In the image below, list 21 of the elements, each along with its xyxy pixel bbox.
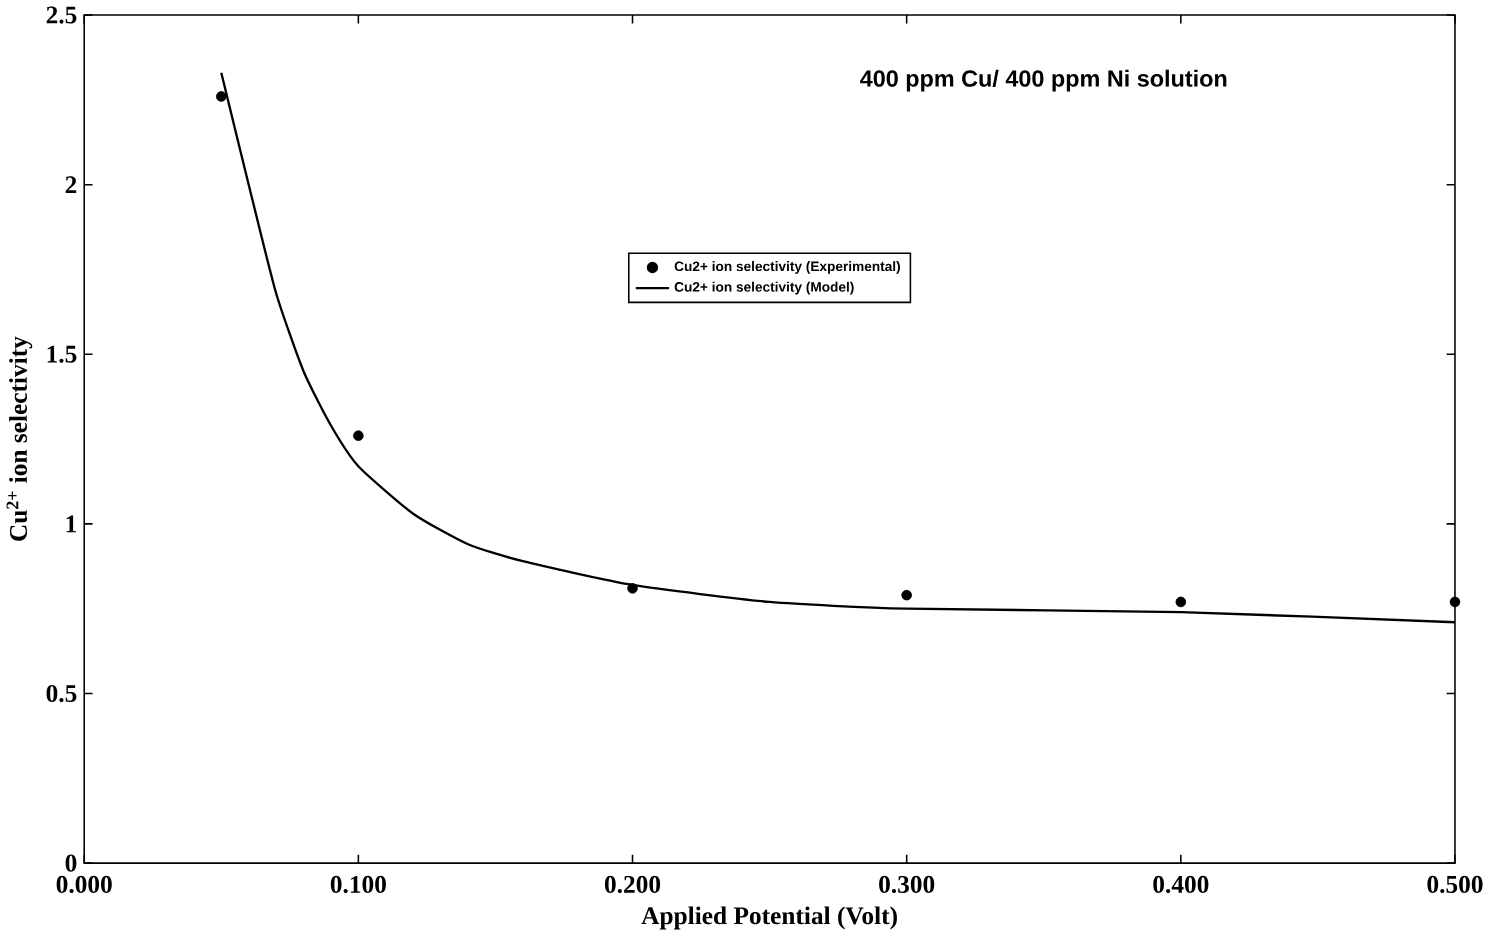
x-tick-label: 0.100 [330, 875, 386, 894]
point [901, 589, 912, 601]
x-axis-title: Applied Potential (Volt) [641, 906, 897, 930]
y-tick-label: 0.5 [46, 684, 77, 703]
point [216, 91, 227, 102]
x-tick-label: 0.500 [1427, 875, 1483, 894]
x-tick-label: 0.000 [56, 875, 112, 894]
text: 400 ppm Cu/ 400 ppm Ni solution [860, 69, 1227, 92]
point [1175, 596, 1187, 608]
point [1449, 596, 1461, 608]
y-tick-label: 0 [65, 854, 77, 872]
x-tick-label: 0.200 [604, 875, 661, 894]
y-tick-label: 2 [65, 176, 77, 194]
y-tick-label: 1.5 [47, 345, 77, 363]
point [353, 430, 364, 441]
y-tick-label: 1 [66, 515, 77, 533]
point [627, 583, 638, 594]
y-axis-title: Cu$^{2+}$ ion selectivity [6, 336, 33, 541]
y-tick-label: 2.5 [46, 6, 77, 24]
x-tick-label: 0.400 [1153, 875, 1209, 894]
x-tick-label: 0.300 [879, 875, 935, 894]
